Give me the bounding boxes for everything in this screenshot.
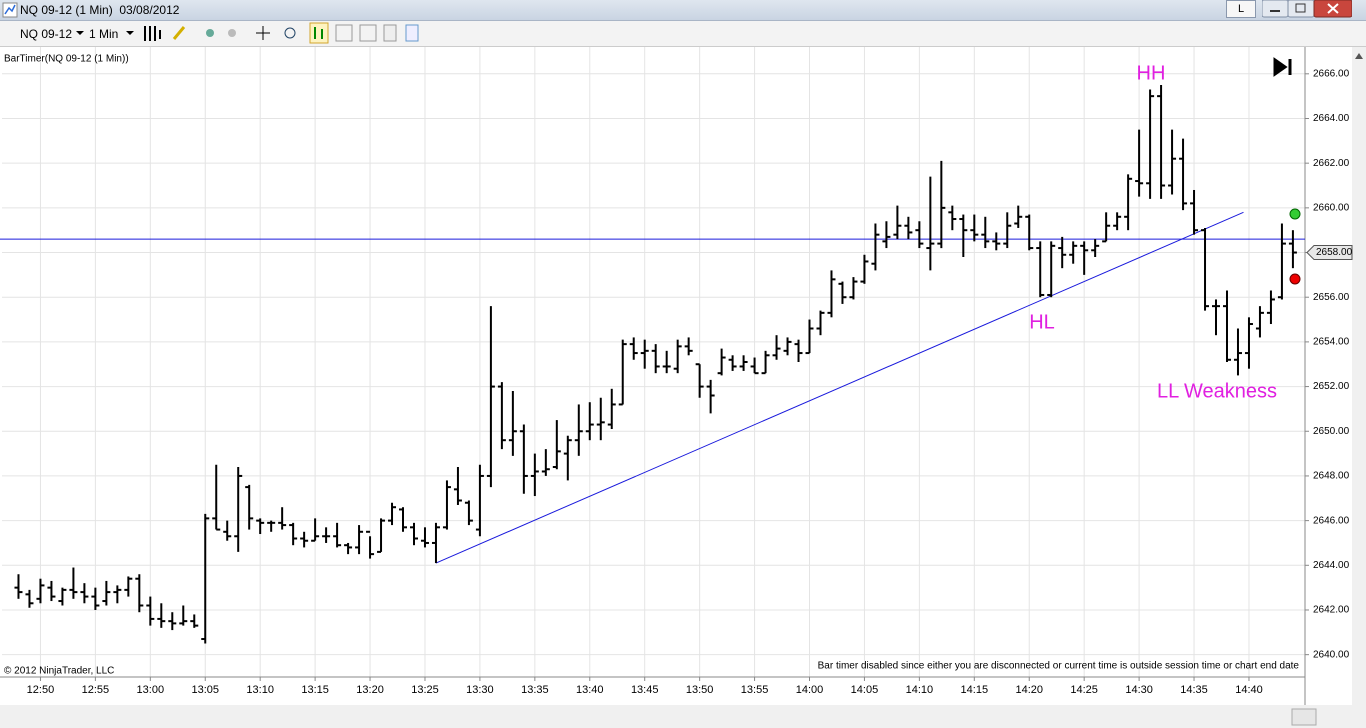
ohlc-button[interactable] <box>309 22 329 44</box>
link-button[interactable]: L <box>1226 0 1256 18</box>
copyright: © 2012 NinjaTrader, LLC <box>4 666 114 677</box>
x-tick-label: 13:10 <box>246 684 274 696</box>
x-tick-label: 14:35 <box>1180 684 1208 696</box>
x-tick-label: 13:20 <box>356 684 384 696</box>
x-tick-label: 13:35 <box>521 684 549 696</box>
title-bar: NQ 09-12 (1 Min) 03/08/2012 L <box>0 0 1366 21</box>
y-tick-label: 2666.00 <box>1313 68 1350 79</box>
y-tick-label: 2650.00 <box>1313 426 1350 437</box>
minimize-glyph <box>1270 10 1280 12</box>
price-marker <box>1306 245 1353 261</box>
candle-button[interactable] <box>335 24 353 42</box>
x-tick-label: 14:05 <box>851 684 879 696</box>
toolbar-icons <box>76 22 419 44</box>
interval-selector[interactable]: 1 Min <box>89 27 119 41</box>
app-icon <box>2 2 18 18</box>
x-tick-label: 13:25 <box>411 684 439 696</box>
x-tick-label: 13:05 <box>191 684 219 696</box>
x-tick-label: 14:20 <box>1015 684 1043 696</box>
chart-background <box>0 47 1352 705</box>
horizontal-scrollbar[interactable] <box>0 706 1366 728</box>
scroll-end-button[interactable] <box>1273 57 1292 77</box>
y-tick-label: 2654.00 <box>1313 337 1350 348</box>
restore-button[interactable] <box>1287 0 1315 18</box>
x-tick-label: 14:40 <box>1235 684 1263 696</box>
x-tick-label: 13:30 <box>466 684 494 696</box>
instrument-selector[interactable]: NQ 09-12 <box>20 27 73 41</box>
x-tick-label: 13:00 <box>137 684 165 696</box>
annotation: HH <box>1137 62 1166 84</box>
y-tick-label: 2642.00 <box>1313 605 1350 616</box>
y-tick-label: 2664.00 <box>1313 113 1350 124</box>
y-tick-label: 2660.00 <box>1313 202 1350 213</box>
x-tick-label: 12:50 <box>27 684 55 696</box>
x-tick-label: 14:25 <box>1070 684 1098 696</box>
x-tick-label: 14:30 <box>1125 684 1153 696</box>
y-tick-label: 2644.00 <box>1313 560 1350 571</box>
zoom-icon[interactable] <box>284 27 296 39</box>
properties-button[interactable] <box>405 24 419 42</box>
y-tick-label: 2640.00 <box>1313 649 1350 660</box>
price-marker-label: 2658.00 <box>1316 247 1353 258</box>
bar-type-icon[interactable] <box>144 26 161 41</box>
close-glyph <box>1327 3 1339 14</box>
timer-dot <box>1289 273 1301 285</box>
x-tick-label: 12:55 <box>82 684 110 696</box>
minimize-button[interactable] <box>1262 0 1289 18</box>
y-tick-label: 2648.00 <box>1313 471 1350 482</box>
y-tick-label: 2646.00 <box>1313 515 1350 526</box>
status-message: Bar timer disabled since either you are … <box>818 661 1300 672</box>
x-tick-label: 14:00 <box>796 684 824 696</box>
dropdown-arrow[interactable] <box>76 31 84 35</box>
toolbar: NQ 09-12 1 Min <box>0 21 1366 47</box>
x-tick-label: 13:50 <box>686 684 714 696</box>
restore-glyph <box>1295 3 1306 13</box>
x-tick-label: 13:45 <box>631 684 659 696</box>
y-tick-label: 2662.00 <box>1313 158 1350 169</box>
annotation: HL <box>1029 311 1055 333</box>
data-box-button[interactable] <box>383 24 397 42</box>
annotation: LL Weakness <box>1157 380 1277 402</box>
x-tick-label: 13:40 <box>576 684 604 696</box>
window-title: NQ 09-12 (1 Min) 03/08/2012 <box>20 3 180 17</box>
dropdown-arrow[interactable] <box>126 31 134 35</box>
line-button[interactable] <box>359 24 377 42</box>
mouse-icon[interactable] <box>228 29 236 37</box>
scroll-thumb[interactable] <box>1291 708 1317 726</box>
cursor-icon[interactable] <box>256 26 270 40</box>
indicator-label: BarTimer(NQ 09-12 (1 Min)) <box>4 54 129 65</box>
trend-line <box>435 211 1244 564</box>
y-tick-label: 2652.00 <box>1313 381 1350 392</box>
window-controls <box>1262 0 1352 18</box>
chart: BarTimer(NQ 09-12 (1 Min)) © 2012 NinjaT… <box>0 47 1366 728</box>
vertical-scrollbar[interactable] <box>1352 47 1366 705</box>
x-tick-label: 13:55 <box>741 684 769 696</box>
grid <box>2 47 1305 677</box>
y-tick-label: 2656.00 <box>1313 292 1350 303</box>
x-tick-label: 13:15 <box>301 684 329 696</box>
pencil-icon[interactable] <box>172 26 186 40</box>
x-tick-label: 14:10 <box>906 684 934 696</box>
crosshair-icon[interactable] <box>206 29 214 37</box>
scroll-up[interactable] <box>1355 53 1363 59</box>
timer-dot <box>1289 208 1301 220</box>
x-tick-label: 14:15 <box>961 684 989 696</box>
